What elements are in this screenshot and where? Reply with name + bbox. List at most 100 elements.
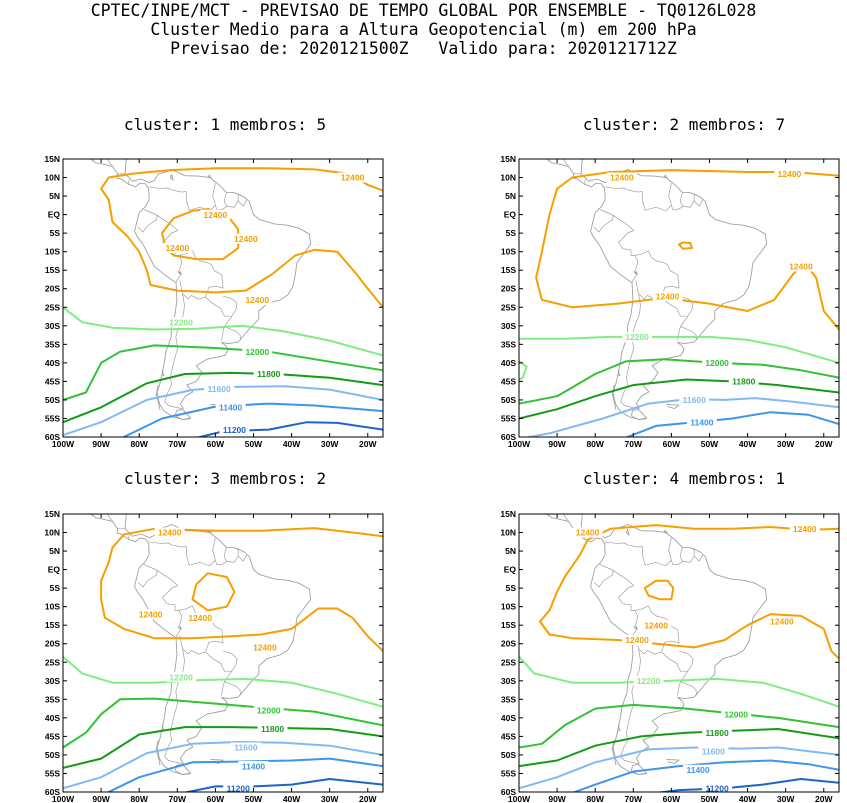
contour-11600: [63, 741, 383, 790]
contour-label: 12400: [610, 173, 634, 183]
map-panel-1: cluster: 1 membros: 5 12400 12400 12400 1240…: [44, 115, 384, 449]
contour-label: 12400: [793, 524, 817, 534]
lat-tick-label: 60S: [501, 787, 516, 797]
contour-label: 12400: [789, 262, 813, 272]
lat-tick-label: 5S: [506, 583, 517, 593]
lon-tick-label: 70W: [169, 439, 187, 449]
lon-tick-label: 100W: [508, 439, 531, 449]
lat-tick-label: 10S: [501, 247, 516, 257]
contour-11800: [63, 371, 383, 424]
map-frame: [518, 513, 840, 793]
lon-tick-label: 90W: [92, 439, 110, 449]
lon-tick-label: 70W: [625, 794, 643, 803]
contour-label: 11600: [234, 743, 257, 753]
lon-tick-label: 20W: [815, 439, 833, 449]
lat-tick-label: 10N: [44, 173, 60, 183]
contour-label: 11200: [227, 783, 250, 793]
lat-tick-label: 50S: [45, 750, 60, 760]
contour-label: 12400: [644, 620, 668, 630]
lat-tick-label: 35S: [45, 694, 60, 704]
lon-tick-label: 50W: [245, 794, 263, 803]
panel-title: cluster: 1 membros: 5: [124, 115, 326, 134]
lat-tick-label: 50S: [45, 395, 60, 405]
lat-tick-label: EQ: [504, 565, 517, 575]
lon-tick-label: 70W: [169, 794, 187, 803]
country-borders: [92, 159, 248, 409]
contour-label: 12400: [165, 243, 189, 253]
contour-12400: [100, 187, 383, 309]
contour-12400: [100, 546, 383, 653]
lon-tick-label: 30W: [777, 439, 795, 449]
lat-tick-label: 35S: [45, 339, 60, 349]
contour-12400: [161, 208, 240, 261]
panel-title: cluster: 2 membros: 7: [583, 115, 785, 134]
panel-title: cluster: 4 membros: 1: [583, 469, 785, 488]
contour-12400: [678, 241, 693, 250]
lat-tick-label: 5N: [505, 191, 516, 201]
lat-tick-label: 5S: [50, 228, 61, 238]
contour-label: 11600: [702, 746, 725, 756]
contour-label: 12400: [625, 635, 649, 645]
contour-label: 11600: [208, 384, 231, 394]
lon-tick-label: 20W: [815, 794, 833, 803]
contour-label: 12000: [724, 709, 748, 719]
lon-tick-label: 90W: [92, 794, 110, 803]
contour-12400: [111, 527, 383, 549]
lat-tick-label: 60S: [45, 432, 60, 442]
lat-tick-label: 35S: [501, 339, 516, 349]
lat-tick-label: 10S: [45, 602, 60, 612]
lat-tick-label: 40S: [45, 713, 60, 723]
lon-tick-label: 70W: [625, 439, 643, 449]
lat-tick-label: 25S: [501, 302, 516, 312]
contour-12400: [539, 538, 839, 660]
lat-tick-label: 25S: [501, 657, 516, 667]
lon-tick-label: 90W: [548, 794, 566, 803]
contour-label: 12400: [204, 210, 228, 220]
lat-tick-label: 15S: [45, 265, 60, 275]
lat-tick-label: 45S: [45, 731, 60, 741]
country-borders: [92, 514, 248, 764]
lat-tick-label: 40S: [45, 358, 60, 368]
contour-label: 12400: [245, 295, 269, 305]
lat-tick-label: 10N: [500, 173, 516, 183]
map-frame: [518, 158, 840, 438]
lon-tick-label: 30W: [321, 794, 339, 803]
lat-tick-label: 50S: [501, 750, 516, 760]
contour-12000: [63, 697, 383, 749]
lat-tick-label: 55S: [501, 413, 516, 423]
contour-12200: [63, 655, 383, 708]
contour-label: 12200: [169, 317, 193, 327]
contour-label: 11800: [261, 724, 284, 734]
lon-tick-label: 80W: [130, 794, 148, 803]
lat-tick-label: 30S: [45, 676, 60, 686]
lat-tick-label: 15N: [44, 154, 60, 164]
lon-tick-label: 60W: [207, 439, 225, 449]
panel-title: cluster: 3 membros: 2: [124, 469, 326, 488]
lat-tick-label: 5N: [49, 546, 60, 556]
lon-tick-label: 100W: [52, 439, 75, 449]
lon-tick-label: 100W: [508, 794, 531, 803]
lat-tick-label: 20S: [45, 639, 60, 649]
contour-label: 11800: [257, 369, 280, 379]
lat-tick-label: 15N: [500, 154, 516, 164]
contour-11200: [195, 421, 383, 437]
lat-tick-label: 40S: [501, 713, 516, 723]
lon-tick-label: 90W: [548, 439, 566, 449]
contour-label: 12400: [139, 609, 163, 619]
contour-12000: [63, 344, 383, 401]
lat-tick-label: 25S: [45, 657, 60, 667]
lat-tick-label: 15N: [500, 509, 516, 519]
contour-label: 11400: [242, 761, 265, 771]
lat-tick-label: 15S: [501, 620, 516, 630]
map-panel-2: cluster: 2 membros: 7 12400 12400 12400 1240…: [500, 115, 840, 449]
contour-11400: [106, 757, 383, 792]
lat-tick-label: 55S: [45, 413, 60, 423]
lat-tick-label: EQ: [48, 565, 61, 575]
contour-11400: [624, 411, 839, 437]
lat-tick-label: 55S: [501, 768, 516, 778]
contour-label: 11200: [223, 425, 246, 435]
contour-label: 11400: [686, 765, 709, 775]
lon-tick-label: 20W: [359, 794, 377, 803]
contour-11800: [519, 378, 839, 420]
